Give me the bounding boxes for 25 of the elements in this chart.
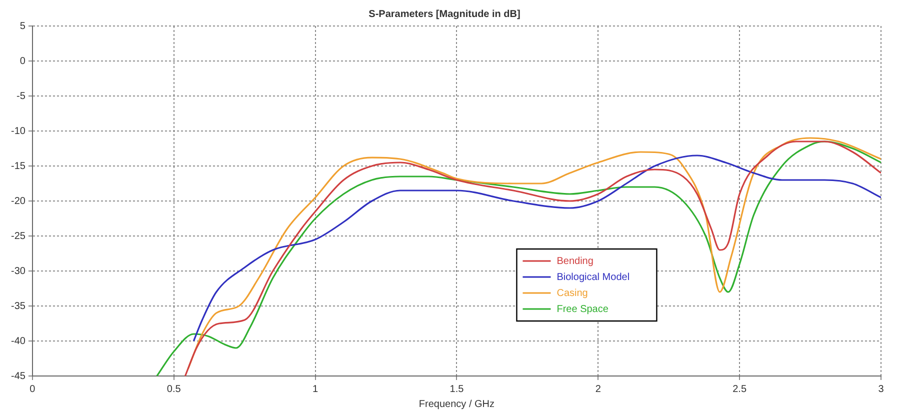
legend-label: Casing: [556, 288, 588, 299]
y-tick-label: -45: [11, 370, 26, 382]
legend-label: Biological Model: [556, 272, 630, 283]
x-tick-label: 1: [312, 384, 319, 395]
y-tick-label: -20: [11, 196, 26, 207]
y-tick-label: -40: [11, 336, 26, 347]
x-axis-title: Frequency / GHz: [418, 398, 495, 410]
legend-label: Free Space: [556, 304, 609, 315]
y-tick-label: -15: [11, 160, 26, 172]
x-tick-label: 0: [30, 384, 36, 395]
line-series: [192, 154, 881, 342]
y-tick-label: 0: [20, 56, 26, 67]
chart-title: S-Parameters [Magnitude in dB]: [368, 8, 520, 20]
legend-label: Bending: [556, 256, 594, 267]
x-tick-label: 1.5: [450, 384, 464, 395]
y-tick-label: -10: [11, 126, 26, 137]
y-tick-label: -5: [16, 90, 26, 102]
y-tick-label: -30: [11, 266, 26, 277]
x-tick-label: 2: [595, 384, 602, 395]
x-tick-label: 0.5: [166, 384, 182, 395]
x-tick-label: 3: [878, 384, 884, 395]
y-tick-label: -35: [11, 300, 26, 312]
y-tick-label: -25: [11, 230, 26, 242]
x-tick-label: 2.5: [732, 384, 747, 395]
y-tick-label: 5: [20, 20, 26, 32]
